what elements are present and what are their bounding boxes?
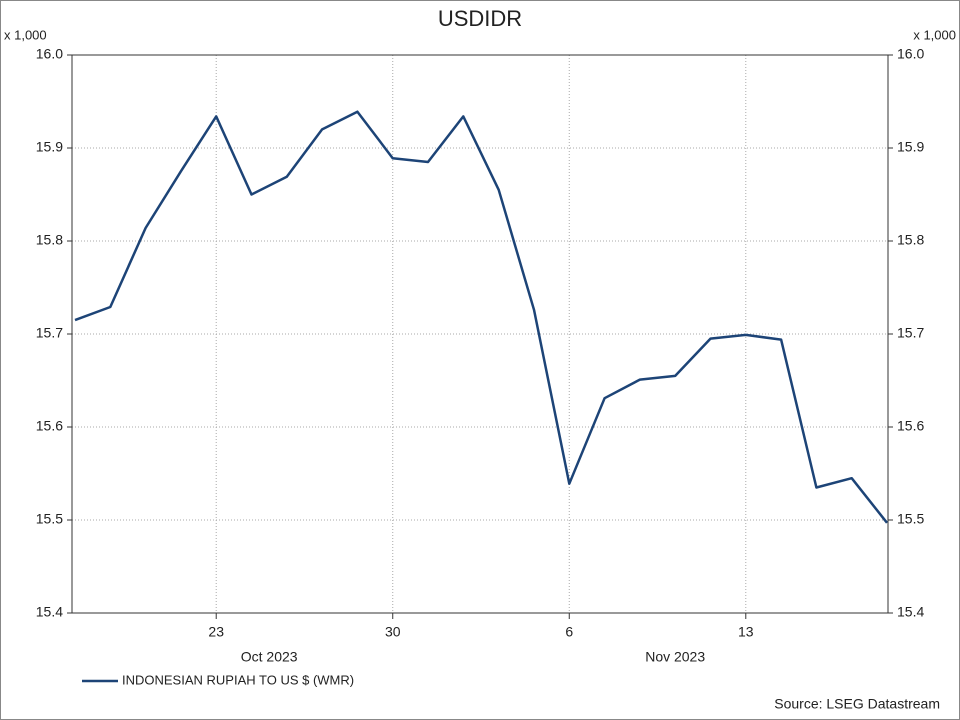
source: Source: LSEG Datastream — [774, 696, 940, 712]
x-tick-label: 13 — [738, 624, 754, 640]
y-tick-label: 15.9 — [36, 139, 63, 155]
x-group-label: Oct 2023 — [241, 649, 298, 665]
y2-tick-label: 15.8 — [897, 232, 924, 248]
y2-tick-label: 16.0 — [897, 46, 924, 62]
chart-title: USDIDR — [438, 6, 522, 31]
y2-tick-label: 15.4 — [897, 604, 924, 620]
plot-area — [71, 54, 889, 614]
y2-tick-label: 15.9 — [897, 139, 924, 155]
y2-unit-label: x 1,000 — [913, 27, 956, 42]
y-tick-label: 15.8 — [36, 232, 63, 248]
y2-tick-label: 15.7 — [897, 325, 924, 341]
y-tick-label: 15.6 — [36, 418, 63, 434]
y-tick-label: 15.5 — [36, 511, 63, 527]
y-tick-label: 16.0 — [36, 46, 63, 62]
y2-tick-label: 15.5 — [897, 511, 924, 527]
legend-label: INDONESIAN RUPIAH TO US $ (WMR) — [122, 672, 354, 687]
x-tick-label: 6 — [565, 624, 573, 640]
y-unit-label: x 1,000 — [4, 27, 47, 42]
x-group-label: Nov 2023 — [645, 649, 705, 665]
x-tick-label: 30 — [385, 624, 401, 640]
series-line — [74, 110, 888, 524]
y2-tick-label: 15.6 — [897, 418, 924, 434]
y-tick-label: 15.4 — [36, 604, 63, 620]
y-tick-label: 15.7 — [36, 325, 63, 341]
x-tick-label: 23 — [208, 624, 224, 640]
